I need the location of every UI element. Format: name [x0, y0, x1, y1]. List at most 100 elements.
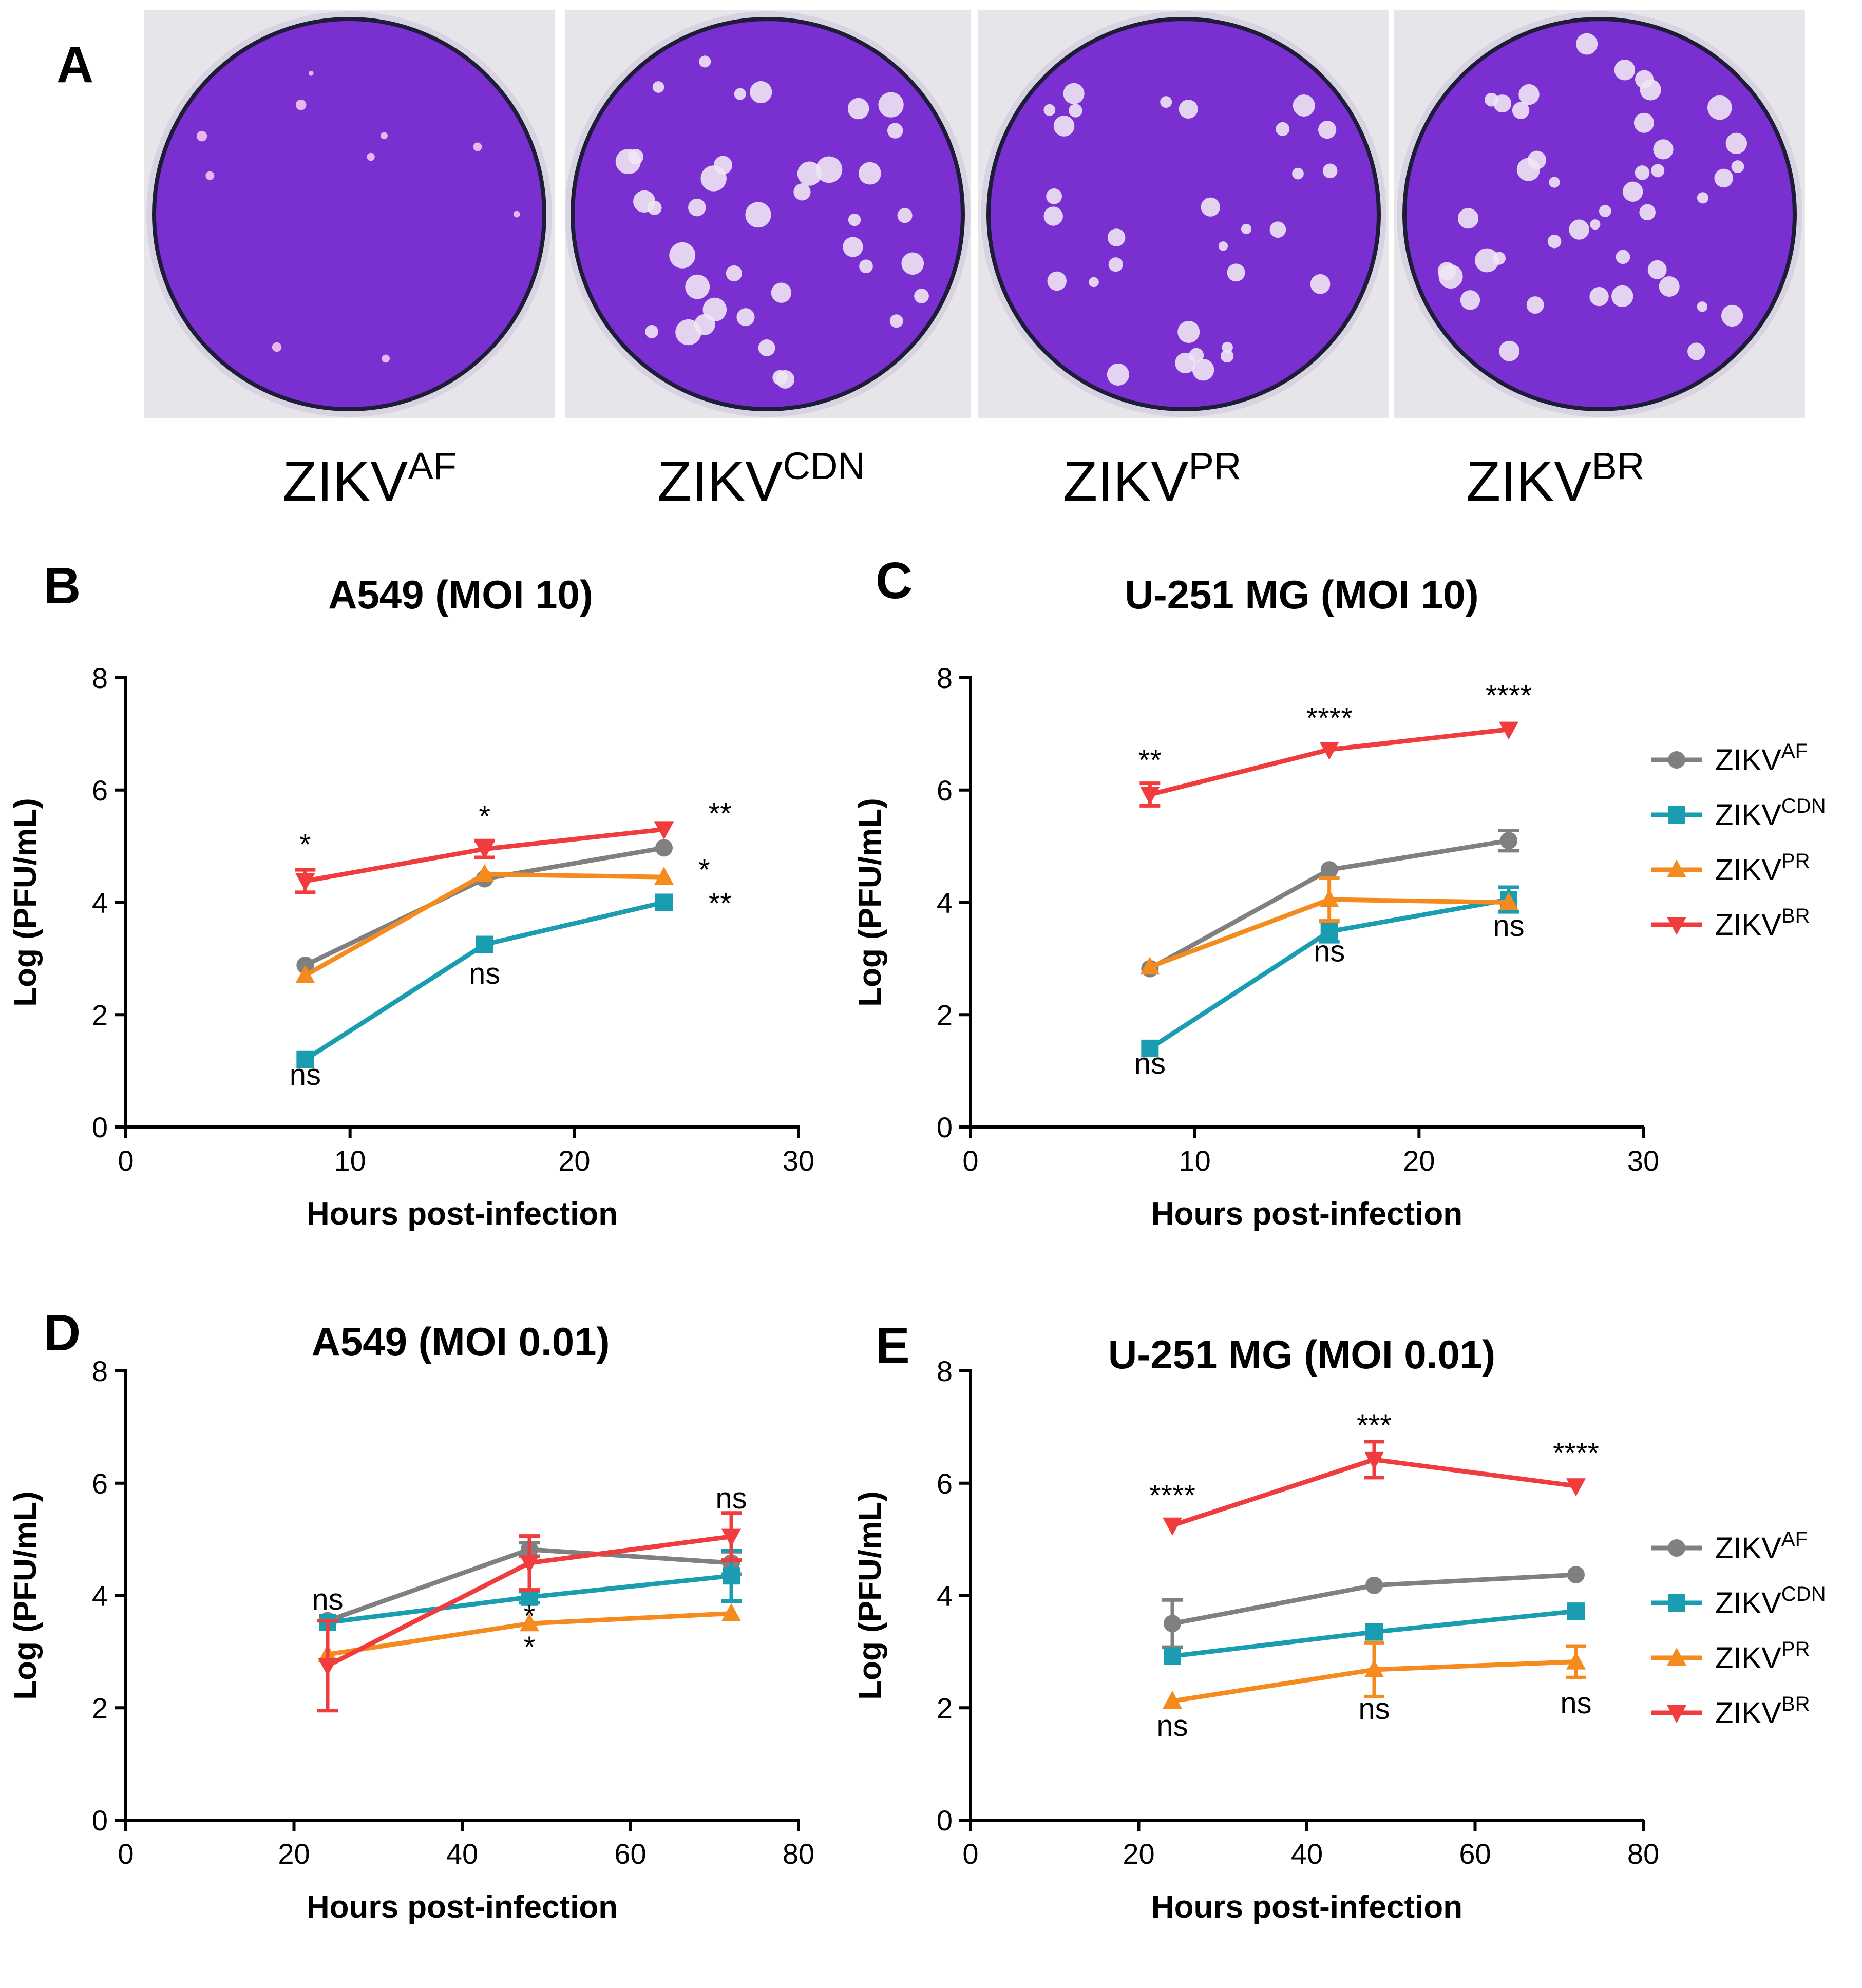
- significance-label-e: ns: [1560, 1687, 1591, 1720]
- panel-e: E U-251 MG (MOI 0.01) 0 20 40 60 80 0 2 4 6 8 Hour…: [852, 1317, 1826, 1925]
- plaque: [1635, 165, 1650, 180]
- series-b-cdn-point: [655, 893, 673, 911]
- series-e-pr-point: [1566, 1651, 1586, 1670]
- plaque: [1218, 241, 1228, 251]
- plaque: [1293, 94, 1315, 117]
- series-d-br-point: [318, 1658, 337, 1676]
- plaque: [1276, 122, 1290, 136]
- dish-2-edge: [571, 17, 965, 411]
- plaque: [1653, 139, 1674, 160]
- series-e-pr-point: [1163, 1691, 1182, 1709]
- significance-label-b: *: [299, 828, 311, 862]
- plaque: [1725, 132, 1747, 155]
- series-b-af-point: [655, 839, 673, 857]
- x-tick-label-d: 60: [614, 1838, 646, 1870]
- dish-label-cdn: ZIKVCDN: [657, 445, 865, 513]
- plaque: [1063, 83, 1085, 104]
- y-tick-label-c: 2: [937, 999, 953, 1031]
- plaque: [1589, 286, 1609, 307]
- significance-label-e: ns: [1156, 1709, 1188, 1743]
- dish-4: [1394, 10, 1805, 418]
- series-d-pr-point: [721, 1603, 741, 1621]
- panel-letter-e: E: [876, 1317, 910, 1374]
- plaque: [878, 92, 904, 118]
- legend-marker-e: [1667, 1648, 1686, 1666]
- panel-letter-c: C: [876, 552, 913, 609]
- y-tick-label-b: 6: [92, 774, 108, 807]
- y-tick-label-b: 4: [92, 887, 108, 919]
- series-c-br-point: [1140, 787, 1160, 805]
- plaque: [308, 70, 314, 76]
- significance-label-b: **: [709, 797, 732, 830]
- plaque: [1611, 285, 1633, 308]
- legend-marker-e: [1668, 1594, 1685, 1612]
- plaque: [1201, 197, 1220, 217]
- legend-marker-e: [1667, 1705, 1686, 1723]
- plaque: [628, 149, 644, 165]
- plaque: [815, 156, 843, 183]
- plaque: [1721, 304, 1743, 327]
- plaque: [1160, 96, 1172, 108]
- series-e-pr-point: [1364, 1659, 1384, 1677]
- y-axis-label-d: Log (PFU/mL): [8, 1491, 43, 1699]
- plaque: [1053, 116, 1075, 137]
- panel-letter-b: B: [44, 557, 81, 615]
- plaque: [1549, 177, 1560, 188]
- y-tick-label-c: 8: [937, 662, 953, 694]
- y-tick-label-e: 6: [937, 1467, 953, 1500]
- plaque: [699, 55, 711, 68]
- plaque: [1269, 221, 1286, 238]
- legend-marker-c: [1667, 917, 1686, 935]
- series-d-pr-point: [520, 1613, 539, 1632]
- significance-label-c: ns: [1493, 909, 1524, 943]
- plaque: [1614, 59, 1636, 81]
- x-tick-label-e: 0: [962, 1838, 978, 1870]
- series-c-pr-point: [1319, 889, 1339, 908]
- plaque: [1599, 205, 1611, 217]
- series-b-br-point: [474, 841, 495, 859]
- series-e-cdn-point: [1164, 1647, 1181, 1665]
- plaque: [1189, 348, 1204, 363]
- y-tick-label-e: 2: [937, 1692, 953, 1724]
- x-tick-label-c: 20: [1403, 1144, 1435, 1177]
- plaque: [1492, 252, 1506, 265]
- series-c-af-point: [1500, 832, 1517, 850]
- plaque: [367, 152, 375, 161]
- significance-label-d: ns: [715, 1482, 747, 1515]
- y-tick-label-b: 0: [92, 1111, 108, 1143]
- plaque: [771, 282, 792, 303]
- x-axis-label-e: Hours post-infection: [1151, 1889, 1462, 1925]
- series-e-br-point: [1364, 1451, 1384, 1470]
- significance-label-c: ns: [1314, 934, 1345, 968]
- plaque: [1518, 84, 1540, 105]
- plaque: [1475, 248, 1499, 273]
- significance-label-c: ns: [1134, 1047, 1166, 1080]
- plaque: [700, 165, 727, 192]
- x-tick-label-b: 0: [118, 1144, 134, 1177]
- legend-label-c: ZIKVAF: [1715, 740, 1808, 777]
- plaque: [1177, 320, 1200, 343]
- significance-label-c: ****: [1306, 701, 1353, 735]
- plaque: [1310, 274, 1331, 294]
- y-tick-label-b: 2: [92, 999, 108, 1031]
- dish-3-well: [989, 19, 1379, 409]
- dish-1-well: [154, 19, 544, 409]
- plaque: [1227, 263, 1245, 282]
- y-tick-label-c: 6: [937, 774, 953, 807]
- y-axis-label-b: Log (PFU/mL): [8, 798, 43, 1006]
- plaque: [381, 132, 388, 140]
- plaque: [1322, 163, 1338, 179]
- y-tick-label-d: 0: [92, 1804, 108, 1837]
- y-axis-label-e: Log (PFU/mL): [852, 1491, 888, 1699]
- plaque: [1616, 250, 1630, 264]
- series-d-br-point: [520, 1555, 539, 1574]
- panel-b: B A549 (MOI 10) 0 10 20 30 0 2 4 6 8 Hours post-i…: [8, 557, 814, 1232]
- plaque: [736, 308, 755, 327]
- plaque: [295, 99, 307, 110]
- plaque: [669, 242, 696, 269]
- plaque: [1069, 104, 1082, 118]
- significance-label-d: *: [524, 1631, 536, 1664]
- x-tick-label-d: 20: [278, 1838, 310, 1870]
- plaque: [1687, 342, 1705, 360]
- plaque: [897, 208, 913, 223]
